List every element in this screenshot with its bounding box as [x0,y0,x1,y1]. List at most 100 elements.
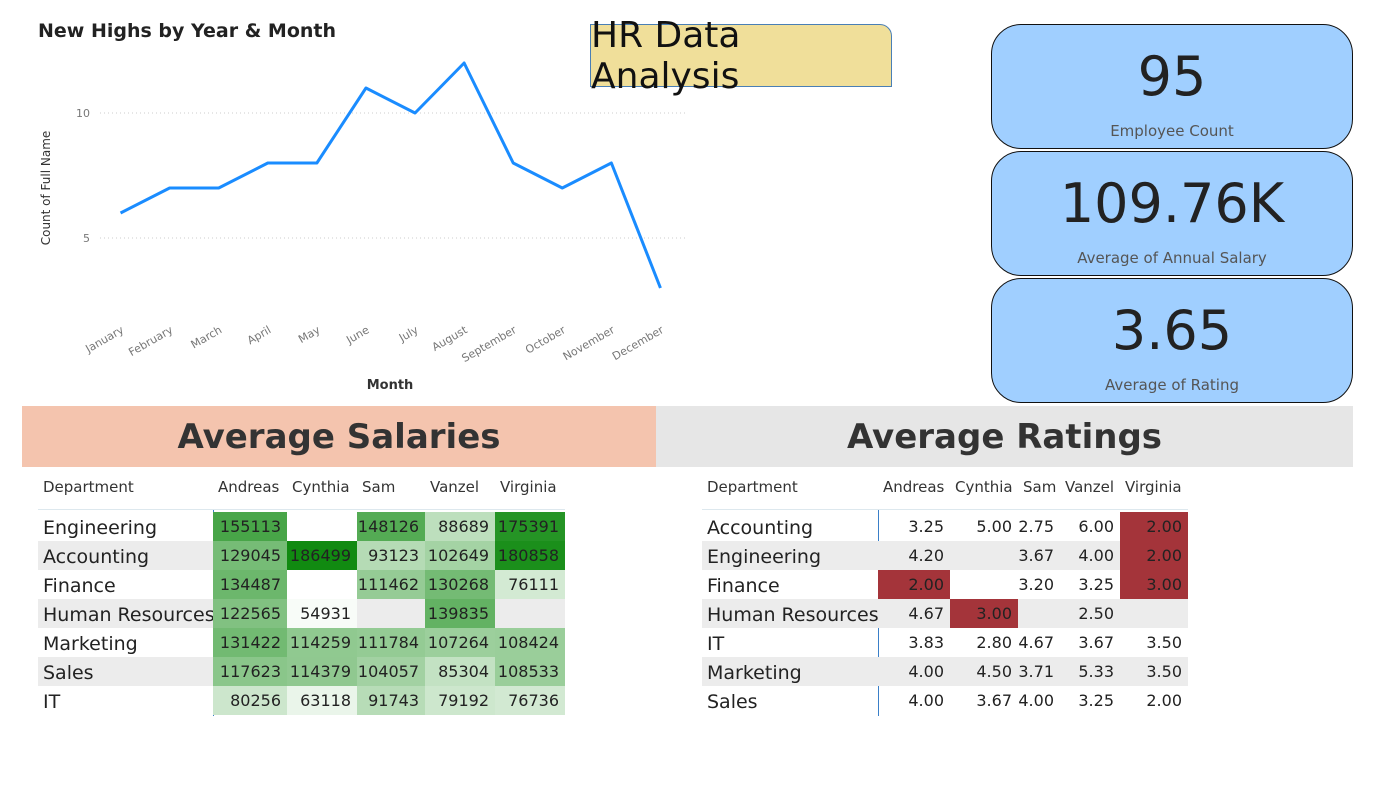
table-cell: 3.50 [1146,633,1182,652]
x-tick-label: February [126,323,175,359]
table-cell: 4.67 [908,604,944,623]
column-header: Department [43,478,134,496]
empty-cell [287,512,357,541]
column-header: Cynthia [292,478,350,496]
row-label: Sales [43,662,94,684]
kpi-value: 3.65 [1111,299,1233,362]
column-header: Andreas [218,478,280,496]
kpi-card: 95 Employee Count [991,24,1353,149]
x-tick-label: June [343,323,371,347]
x-axis-title: Month [367,378,414,393]
row-label: IT [43,691,61,713]
column-header: Sam [1023,478,1057,496]
row-label: IT [707,633,725,655]
table-cell: 3.25 [1078,575,1114,594]
empty-cell [287,570,357,599]
row-label: Engineering [707,546,821,568]
table-cell: 2.00 [1146,691,1182,710]
x-tick-label: July [396,323,421,345]
table-cell: 107264 [425,628,495,657]
table-cell: 114379 [287,657,357,686]
column-header: Virginia [1125,478,1182,496]
column-header: Vanzel [430,478,480,496]
x-tick-label: March [189,323,225,351]
empty-cell [1018,599,1060,628]
row-label: Finance [707,575,780,597]
column-header: Virginia [500,478,557,496]
row-label: Human Resources [707,604,878,626]
kpi-card: 109.76K Average of Annual Salary [991,151,1353,276]
table-cell: 88689 [425,512,495,541]
table-cell: 79192 [425,686,495,715]
table-cell: 80256 [213,686,287,715]
empty-cell [495,599,565,628]
table-cell: 102649 [425,541,495,570]
table-cell: 3.71 [1018,662,1054,681]
row-label: Marketing [707,662,802,684]
table-cell: 4.20 [908,546,944,565]
table-cell: 3.20 [1018,575,1054,594]
empty-cell [950,570,1018,599]
kpi-label: Average of Annual Salary [1077,249,1267,267]
table-cell: 104057 [357,657,425,686]
table-cell: 139835 [425,599,495,628]
table-cell: 4.00 [1078,546,1114,565]
table-cell: 155113 [213,512,287,541]
chart-title: New Highs by Year & Month [38,20,336,42]
empty-cell [357,599,425,628]
y-axis-title: Count of Full Name [39,131,53,246]
table-cell: 85304 [425,657,495,686]
table-cell: 4.67 [1018,633,1054,652]
page-title: HR Data Analysis [590,15,892,97]
row-label: Finance [43,575,116,597]
kpi-label: Employee Count [1110,122,1234,140]
y-tick-label: 10 [76,107,90,120]
row-label: Sales [707,691,758,713]
header-rule [38,509,565,510]
table-cell: 76736 [495,686,565,715]
table-cell: 3.67 [976,691,1012,710]
x-tick-label: January [83,323,127,356]
table-cell: 91743 [357,686,425,715]
kpi-value: 109.76K [1059,172,1285,235]
table-cell: 175391 [495,512,565,541]
table-cell: 186499 [287,541,357,570]
table-cell: 180858 [495,541,565,570]
table-cell: 3.00 [1120,570,1188,599]
x-tick-label: November [561,323,617,363]
table-cell: 2.00 [1120,541,1188,570]
table-cell: 3.50 [1146,662,1182,681]
row-label: Engineering [43,517,157,539]
line-chart: New Highs by Year & Month Month Count of… [38,20,685,393]
row-label: Marketing [43,633,138,655]
table-cell: 148126 [357,512,425,541]
table-cell: 5.33 [1078,662,1114,681]
x-tick-label: May [296,323,323,346]
x-tick-label: April [245,323,273,347]
table-cell: 114259 [287,628,357,657]
row-label: Accounting [43,546,150,568]
table-cell: 108424 [495,628,565,657]
section-title: Average Salaries [22,406,656,467]
table-cell: 111462 [357,570,425,599]
table-cell: 63118 [287,686,357,715]
table-cell: 4.00 [1018,691,1054,710]
table-cell: 111784 [357,628,425,657]
column-header: Sam [362,478,396,496]
table-cell: 5.00 [976,517,1012,536]
table-cell: 2.00 [878,570,950,599]
kpi-value: 95 [1137,45,1207,108]
empty-cell [950,541,1018,570]
empty-cell [1120,599,1188,628]
table-cell: 4.00 [908,691,944,710]
column-header: Vanzel [1065,478,1115,496]
table-cell: 131422 [213,628,287,657]
table-cell: 2.00 [1120,512,1188,541]
column-header: Cynthia [955,478,1013,496]
table-cell: 4.00 [908,662,944,681]
row-stripe [702,657,1188,686]
table-cell: 129045 [213,541,287,570]
header-rule [702,509,1188,510]
x-tick-label: August [430,323,470,354]
kpi-card: 3.65 Average of Rating [991,278,1353,403]
